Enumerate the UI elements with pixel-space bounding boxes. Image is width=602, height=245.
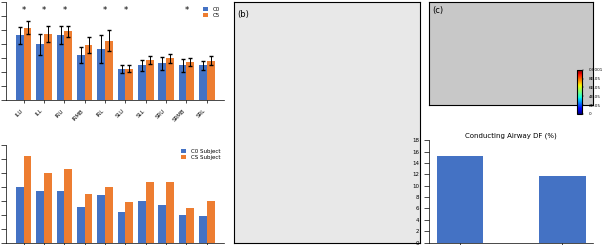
Bar [57,35,64,100]
Bar [187,62,194,100]
Bar [207,61,214,100]
Bar [436,156,483,243]
Bar [138,201,146,243]
Bar [23,28,31,100]
Text: *: * [103,6,107,15]
Title: Conducting Airway DF (%): Conducting Airway DF (%) [465,133,557,139]
Bar [166,59,174,100]
Bar [179,215,187,243]
Bar [207,201,214,243]
Bar [187,208,194,243]
Bar [23,157,31,243]
Text: (b): (b) [238,10,250,19]
Bar [146,182,154,243]
Text: (c): (c) [432,6,444,14]
Bar [44,34,52,100]
Bar [98,49,105,100]
Bar [158,63,166,100]
Text: *: * [42,6,46,15]
Bar [118,69,125,100]
Bar [539,176,586,243]
Bar [179,65,187,100]
Bar [199,216,207,243]
Bar [118,212,125,243]
Bar [125,69,133,100]
Bar [138,65,146,100]
Bar [64,169,72,243]
Bar [125,202,133,243]
Bar [85,45,93,100]
Legend: C0, C5: C0, C5 [201,5,222,20]
Bar [44,172,52,243]
Bar [57,191,64,243]
Text: *: * [62,6,66,15]
Bar [16,187,23,243]
Bar [64,31,72,100]
Bar [77,207,85,243]
Bar [158,205,166,243]
Bar [146,60,154,100]
Bar [85,194,93,243]
Bar [166,182,174,243]
Bar [98,195,105,243]
Text: *: * [123,6,128,15]
Text: *: * [22,6,26,15]
Bar [77,55,85,100]
Bar [199,65,207,100]
Bar [36,191,44,243]
Bar [105,41,113,100]
Legend: C0 Subject, CS Subject: C0 Subject, CS Subject [179,147,222,162]
Bar [16,35,23,100]
Bar [36,44,44,100]
Bar [105,187,113,243]
Text: *: * [184,6,188,15]
